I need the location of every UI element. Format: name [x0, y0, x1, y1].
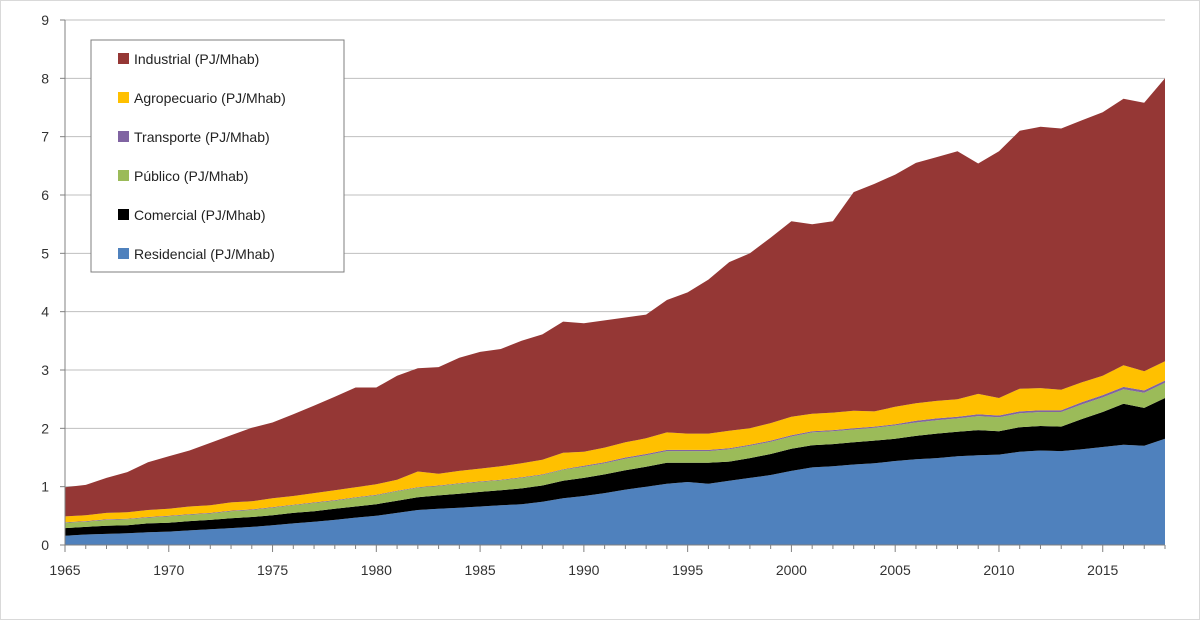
legend-label-5: Residencial (PJ/Mhab) [134, 246, 275, 262]
legend-label-1: Agropecuario (PJ/Mhab) [134, 90, 286, 106]
y-tick-label-8: 8 [41, 70, 49, 86]
x-tick-label-1965: 1965 [49, 562, 80, 578]
x-tick-label-2005: 2005 [880, 562, 911, 578]
series-area-0 [65, 438, 1165, 545]
series-area-5 [65, 78, 1165, 517]
y-tick-label-3: 3 [41, 362, 49, 378]
x-tick-label-1985: 1985 [465, 562, 496, 578]
y-tick-label-4: 4 [41, 304, 49, 320]
y-tick-label-7: 7 [41, 129, 49, 145]
x-tick-label-1980: 1980 [361, 562, 392, 578]
x-tick-label-2000: 2000 [776, 562, 807, 578]
y-tick-label-5: 5 [41, 245, 49, 261]
legend-swatch-3 [118, 170, 129, 181]
legend-swatch-4 [118, 209, 129, 220]
x-tick-label-2010: 2010 [983, 562, 1014, 578]
legend-swatch-5 [118, 248, 129, 259]
legend-label-4: Comercial (PJ/Mhab) [134, 207, 265, 223]
x-tick-label-2015: 2015 [1087, 562, 1118, 578]
legend-swatch-2 [118, 131, 129, 142]
y-tick-label-0: 0 [41, 537, 49, 553]
y-tick-label-1: 1 [41, 479, 49, 495]
legend: Industrial (PJ/Mhab) Agropecuario (PJ/Mha… [90, 39, 345, 273]
legend-swatch-1 [118, 92, 129, 103]
axes: 0 1 2 3 4 5 6 7 8 9 1965 1970 1975 1980 1985 1990 1995 20… [41, 12, 1166, 578]
x-tick-label-1970: 1970 [153, 562, 184, 578]
y-tick-label-9: 9 [41, 12, 49, 28]
legend-swatch-0 [118, 53, 129, 64]
x-tick-label-1975: 1975 [257, 562, 288, 578]
legend-box [90, 39, 345, 273]
legend-label-0: Industrial (PJ/Mhab) [134, 51, 259, 67]
area-series [65, 78, 1165, 545]
x-tick-label-1990: 1990 [568, 562, 599, 578]
legend-label-2: Transporte (PJ/Mhab) [134, 129, 270, 145]
y-tick-label-2: 2 [41, 420, 49, 436]
x-tick-label-1995: 1995 [672, 562, 703, 578]
y-tick-label-6: 6 [41, 187, 49, 203]
legend-label-3: Público (PJ/Mhab) [134, 168, 248, 184]
